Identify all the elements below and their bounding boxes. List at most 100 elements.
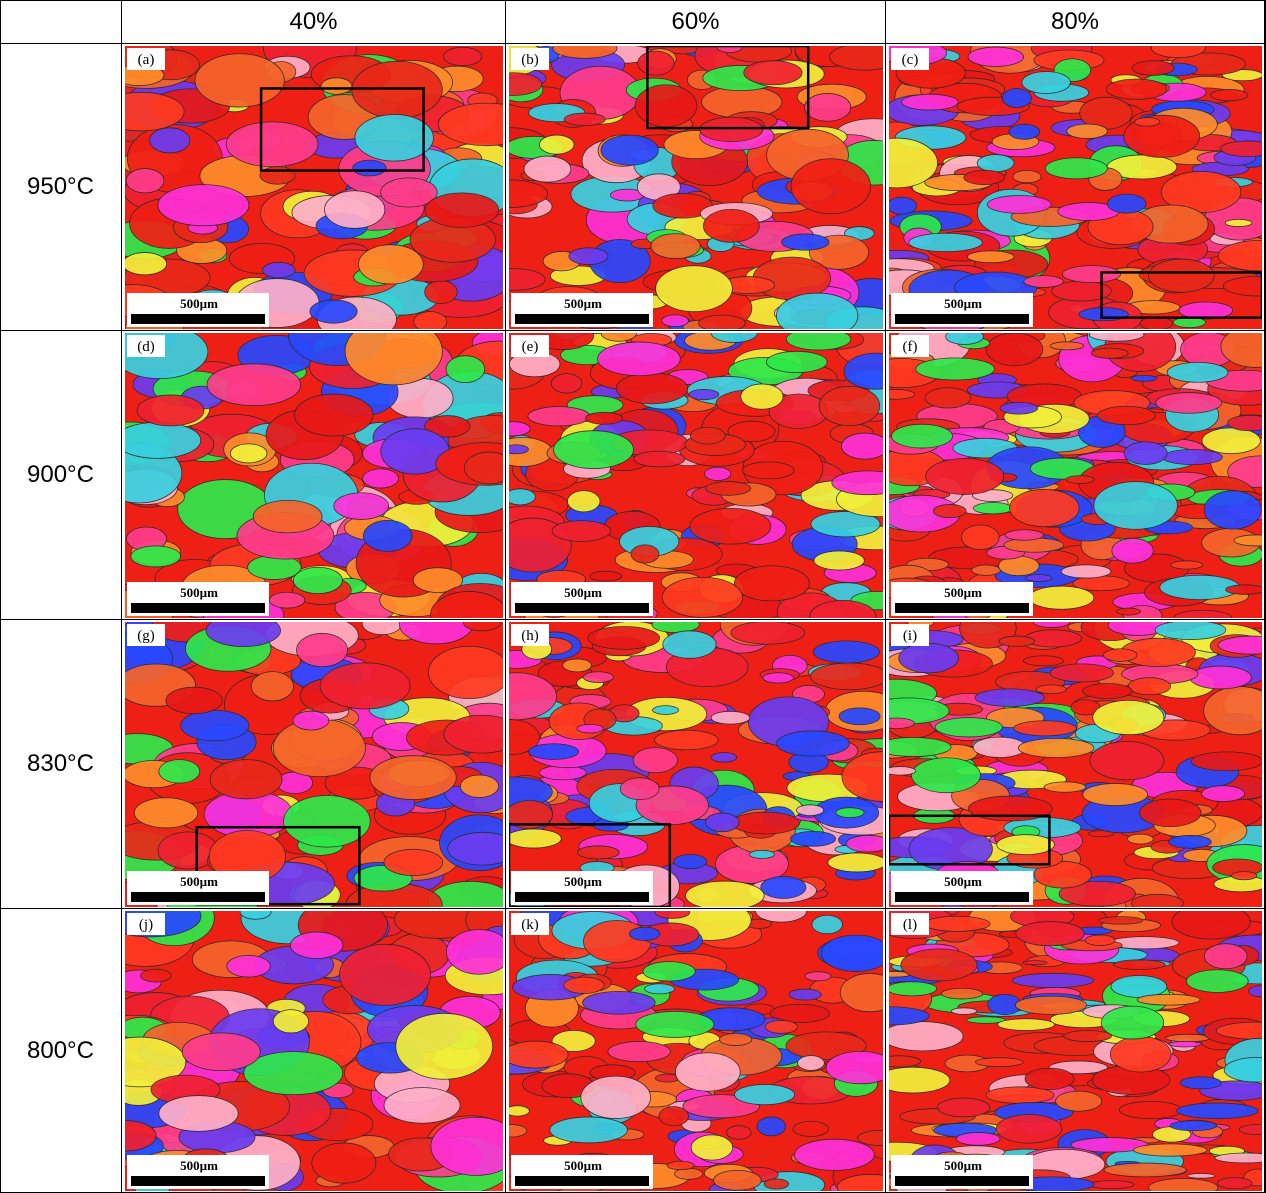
ebsd-map: (l)500µm (889, 911, 1262, 1191)
ebsd-map: (f)500µm (889, 333, 1262, 618)
grain (1092, 700, 1163, 734)
grain (776, 730, 849, 755)
ebsd-map: (a)500µm (125, 46, 503, 329)
grain (180, 710, 248, 741)
grain (384, 1087, 460, 1123)
grain (182, 1032, 260, 1070)
grain (1134, 117, 1159, 125)
grain (781, 233, 828, 249)
grain (269, 592, 304, 608)
page: {"header": {"columns": ["40%", "60%", "8… (0, 0, 1266, 1193)
grain (971, 565, 1000, 575)
grain (644, 983, 674, 993)
row-label-text: 900°C (27, 461, 94, 489)
column-header: 40% (122, 0, 506, 44)
grain (157, 184, 248, 225)
grain (1021, 71, 1070, 93)
grain (975, 688, 1044, 706)
grain (827, 853, 882, 872)
grain (351, 61, 442, 118)
grain (428, 646, 503, 698)
grain (691, 1134, 733, 1159)
grain (1023, 275, 1063, 287)
grain (273, 1009, 308, 1032)
column-header-text: 80% (1051, 8, 1099, 36)
column-header: 80% (886, 0, 1265, 44)
panel-label: (l) (902, 917, 916, 933)
grain (635, 84, 697, 126)
grain (551, 373, 582, 392)
grain (810, 662, 883, 689)
grain (889, 197, 917, 214)
grain (703, 209, 759, 242)
grain (731, 812, 799, 834)
grain (642, 961, 694, 981)
panel-label: (f) (902, 339, 917, 355)
grain (951, 1007, 976, 1014)
grain (1225, 584, 1261, 594)
grain (1106, 79, 1167, 99)
grain (793, 1121, 829, 1136)
ebsd-map: (c)500µm (889, 46, 1262, 329)
grain (1066, 123, 1107, 137)
grain (804, 971, 830, 980)
grain (620, 777, 659, 799)
grain (915, 357, 994, 379)
grain (1062, 265, 1120, 282)
grain (811, 915, 842, 934)
grain (589, 571, 621, 581)
image-cell: (i)500µm (886, 620, 1265, 909)
ebsd-map: (k)500µm (509, 911, 883, 1191)
grain (977, 154, 1014, 171)
grain (968, 47, 1023, 66)
grain (553, 430, 633, 468)
grain (675, 1052, 740, 1090)
scale-label: 500µm (564, 1158, 602, 1173)
scale-bar (895, 314, 1029, 324)
scale-bar (895, 603, 1029, 613)
grain (1189, 666, 1250, 689)
grain (813, 640, 879, 662)
grain (839, 707, 880, 724)
grain (352, 160, 386, 176)
grain (460, 775, 498, 797)
scale-bar (895, 1176, 1029, 1186)
grain (283, 795, 370, 847)
grain (999, 402, 1037, 414)
panel-label: (c) (901, 52, 918, 68)
grain (1082, 683, 1132, 698)
grain (358, 244, 423, 283)
grain (509, 1105, 529, 1115)
grain (1168, 835, 1211, 848)
grain (790, 831, 835, 846)
grain (766, 351, 827, 372)
grain (1009, 489, 1079, 526)
grain (1170, 560, 1202, 568)
grain (195, 53, 284, 106)
panel-label: (e) (521, 339, 538, 355)
scale-bar (515, 1176, 649, 1186)
grain (1093, 481, 1177, 529)
grain (1103, 648, 1137, 661)
row-label: 830°C (0, 620, 122, 909)
grain (424, 192, 498, 227)
grain (711, 711, 750, 724)
grain (125, 422, 201, 458)
grain (937, 1098, 989, 1117)
grain (528, 743, 578, 759)
grain (1097, 406, 1155, 424)
ebsd-map: (j)500µm (125, 911, 503, 1191)
panel-label: (g) (137, 628, 155, 644)
grain (158, 759, 199, 783)
scale-bar (515, 892, 649, 902)
grain (813, 550, 864, 569)
grain (309, 299, 356, 322)
grain (908, 233, 981, 251)
grain (925, 387, 971, 407)
grain (583, 671, 613, 682)
grain (158, 1095, 237, 1131)
grain (667, 1161, 694, 1170)
panel-label: (d) (137, 339, 155, 355)
grain (973, 502, 1012, 513)
grain (509, 828, 561, 847)
